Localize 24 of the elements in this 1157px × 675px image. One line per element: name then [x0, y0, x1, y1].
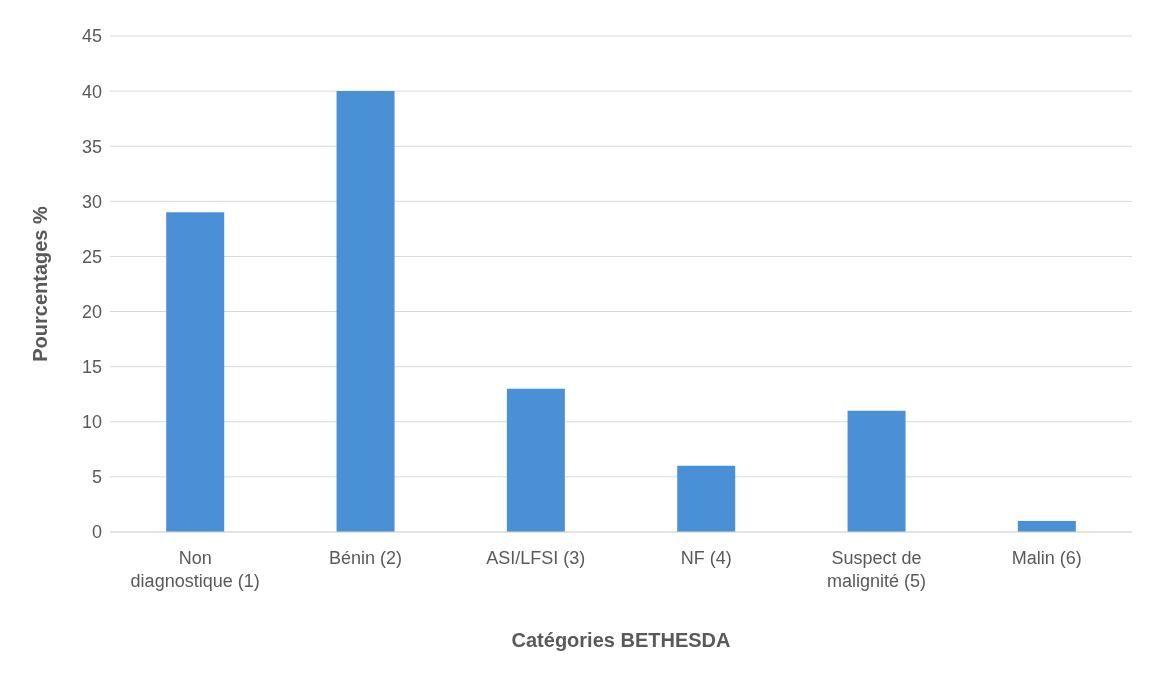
y-tick-label: 5 — [91, 467, 102, 488]
x-tick-label: ASI/LFSI (3) — [486, 548, 586, 568]
bar — [1017, 520, 1076, 532]
y-tick-label: 10 — [81, 412, 102, 433]
bar — [677, 465, 736, 532]
bar — [506, 388, 565, 532]
y-tick-label: 30 — [81, 191, 102, 212]
y-axis-title: Pourcentages % — [29, 205, 52, 362]
y-tick-label: 45 — [81, 26, 102, 47]
y-tick-label: 0 — [91, 522, 102, 543]
y-tick-label: 20 — [81, 301, 102, 322]
bar — [847, 410, 906, 532]
y-tick-label: 15 — [81, 357, 102, 378]
x-axis-title: Catégories BETHESDA — [511, 629, 731, 651]
y-tick-label: 35 — [81, 136, 102, 157]
bar — [166, 212, 225, 532]
x-tick-label: NF (4) — [680, 548, 732, 568]
y-tick-label: 40 — [81, 81, 102, 102]
bar — [336, 91, 395, 532]
x-tick-label: Non diagnostique (1) — [130, 548, 260, 591]
x-tick-label: Suspect de malignité (5) — [826, 548, 927, 591]
x-tick-label: Malin (6) — [1011, 548, 1082, 568]
y-tick-label: 25 — [81, 246, 102, 267]
x-tick-label: Bénin (2) — [328, 548, 403, 568]
